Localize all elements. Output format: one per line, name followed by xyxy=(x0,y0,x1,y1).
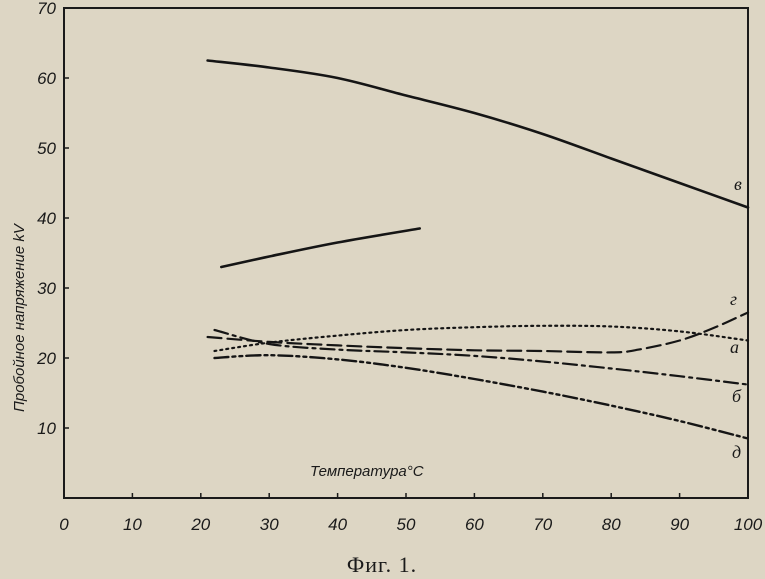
x-tick-label: 40 xyxy=(328,515,347,534)
figure-caption: Фиг. 1. xyxy=(347,552,417,577)
x-tick-label: 50 xyxy=(397,515,416,534)
series-line-а xyxy=(206,311,750,354)
y-axis-ticks: 10 20 30 40 50 60 70 xyxy=(36,0,69,438)
y-axis-title: Пробойное напряжение kV xyxy=(11,222,28,412)
y-tick-label: 50 xyxy=(37,139,56,158)
series-line-д xyxy=(213,353,750,440)
series-label: д xyxy=(732,442,741,462)
y-tick-label: 60 xyxy=(37,69,56,88)
series-layer xyxy=(206,59,750,440)
series-label: г xyxy=(730,289,737,309)
series-line-в xyxy=(206,59,750,209)
y-tick-label: 20 xyxy=(36,349,56,368)
x-axis-ticks: 0 10 20 30 40 50 60 70 80 90 100 xyxy=(59,493,763,534)
x-tick-label: 30 xyxy=(260,515,279,534)
x-tick-label: 90 xyxy=(670,515,689,534)
x-tick-label: 80 xyxy=(602,515,621,534)
series-label: а xyxy=(730,337,739,357)
series-label: б xyxy=(732,386,742,406)
x-axis-title: Температура°C xyxy=(310,463,424,480)
series-line-unlabeled xyxy=(220,227,421,269)
y-tick-label: 70 xyxy=(37,0,56,18)
x-tick-label: 60 xyxy=(465,515,484,534)
x-tick-label: 0 xyxy=(59,515,69,534)
x-tick-label: 20 xyxy=(190,515,210,534)
y-tick-label: 40 xyxy=(37,209,56,228)
y-tick-label: 10 xyxy=(37,419,56,438)
y-tick-label: 30 xyxy=(37,279,56,298)
series-label: в xyxy=(734,174,742,194)
x-tick-label: 70 xyxy=(533,515,552,534)
series-line-б xyxy=(213,328,750,386)
series-labels: в г а б д xyxy=(730,174,742,462)
x-tick-label: 100 xyxy=(734,515,763,534)
x-tick-label: 10 xyxy=(123,515,142,534)
